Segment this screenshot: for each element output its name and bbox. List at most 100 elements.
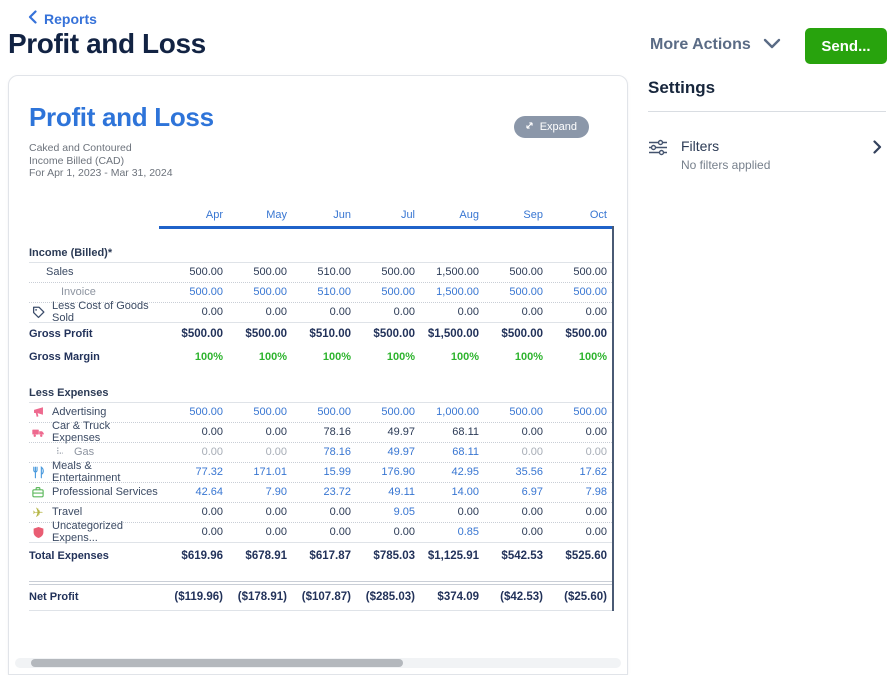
horizontal-scrollbar-track[interactable] <box>15 658 621 668</box>
amount-link[interactable]: 68.11 <box>452 446 479 458</box>
airplane-icon: ✈ <box>32 504 44 520</box>
amount-value: 0.00 <box>329 526 351 538</box>
amount-link[interactable]: 500.00 <box>317 406 351 418</box>
amount-link[interactable]: 176.90 <box>381 466 415 478</box>
amount-value: $374.09 <box>437 591 479 603</box>
report-company: Caked and Contoured <box>29 142 132 154</box>
amount-value: $500.00 <box>565 328 607 340</box>
amount-link[interactable]: 500.00 <box>573 406 607 418</box>
amount-value: $510.00 <box>309 328 351 340</box>
amount-value: 0.00 <box>585 426 607 438</box>
chevron-left-icon <box>28 10 37 27</box>
table-row-advertising: Advertising 500.00 500.00 500.00 500.00 1,000… <box>29 403 614 423</box>
amount-value: ($285.03) <box>365 591 415 603</box>
amount-link[interactable]: 500.00 <box>509 406 543 418</box>
amount-value: 500.00 <box>253 266 287 278</box>
filters-status: No filters applied <box>681 158 771 172</box>
amount-link[interactable]: 42.95 <box>451 466 479 478</box>
amount-link[interactable]: 510.00 <box>317 286 351 298</box>
amount-link[interactable]: 7.90 <box>265 486 287 498</box>
chevron-down-icon <box>763 36 781 54</box>
amount-link[interactable]: 500.00 <box>189 286 223 298</box>
amount-value: 0.00 <box>201 306 223 318</box>
amount-value: $500.00 <box>245 328 287 340</box>
amount-value: 0.00 <box>201 446 223 458</box>
send-button[interactable]: Send... <box>805 28 887 64</box>
amount-link[interactable]: 23.72 <box>323 486 351 498</box>
amount-value: ($25.60) <box>564 591 607 603</box>
amount-value: 0.00 <box>521 506 543 518</box>
amount-value: 100% <box>322 351 351 363</box>
amount-link[interactable]: 500.00 <box>381 286 415 298</box>
amount-value: 100% <box>578 351 607 363</box>
expand-button[interactable]: Expand <box>513 116 589 138</box>
table-row-invoice: Invoice 500.00 500.00 510.00 500.00 1,500.00 5… <box>29 283 614 303</box>
amount-value: ($42.53) <box>500 591 543 603</box>
briefcase-icon <box>31 485 45 499</box>
amount-value: $619.96 <box>181 549 223 562</box>
report-card: Profit and Loss Caked and Contoured Inco… <box>8 75 628 675</box>
row-label: Invoice <box>61 286 96 298</box>
amount-link[interactable]: 49.97 <box>387 446 415 458</box>
more-actions-button[interactable]: More Actions <box>650 36 781 54</box>
amount-link[interactable]: 500.00 <box>509 286 543 298</box>
amount-value: 0.00 <box>329 306 351 318</box>
breadcrumb-reports-link[interactable]: Reports <box>28 10 97 27</box>
amount-link[interactable]: 500.00 <box>381 406 415 418</box>
amount-link[interactable]: 171.01 <box>253 466 287 478</box>
amount-link[interactable]: 500.00 <box>189 406 223 418</box>
report-basis: Income Billed (CAD) <box>29 154 125 167</box>
amount-link[interactable]: 500.00 <box>573 286 607 298</box>
amount-link[interactable]: 15.99 <box>323 466 351 478</box>
amount-value: 0.00 <box>521 446 543 458</box>
amount-value: 0.00 <box>329 506 351 518</box>
table-row-sales: Sales 500.00 500.00 510.00 500.00 1,500.00 500… <box>29 263 614 283</box>
horizontal-scrollbar-thumb[interactable] <box>31 659 403 667</box>
amount-value: 0.00 <box>265 426 287 438</box>
table-row-net-profit: Net Profit ($119.96) ($178.91) ($107.87) ($2… <box>29 585 614 611</box>
column-header-apr: Apr <box>205 208 223 221</box>
amount-link[interactable]: 78.16 <box>323 446 351 458</box>
amount-link[interactable]: 77.32 <box>195 466 223 478</box>
amount-value: $785.03 <box>373 549 415 562</box>
row-label: Car & Truck Expenses <box>52 420 111 444</box>
table-row-less-cost-of-goods-sold: Less Cost of Goods Sold 0.00 0.00 0.00 0.00 0… <box>29 300 614 324</box>
amount-link[interactable]: 42.64 <box>195 486 223 498</box>
amount-link[interactable]: 9.05 <box>393 506 415 518</box>
report-period: For Apr 1, 2023 - Mar 31, 2024 <box>29 167 173 179</box>
table-row-gas: Gas 0.00 0.00 78.16 49.97 68.11 0.00 0.00 <box>29 443 614 463</box>
filters-row[interactable]: Filters No filters applied <box>648 138 886 172</box>
amount-value: 100% <box>194 351 223 363</box>
amount-value: 510.00 <box>317 266 351 278</box>
amount-value: 0.00 <box>521 306 543 318</box>
amount-value: $1,125.91 <box>427 549 479 562</box>
amount-value: 49.97 <box>387 426 415 438</box>
amount-value: 500.00 <box>381 266 415 278</box>
amount-value: 0.00 <box>265 446 287 458</box>
amount-link[interactable]: 1,000.00 <box>436 406 479 418</box>
amount-link[interactable]: 7.98 <box>585 486 607 498</box>
row-label: Gross Profit <box>29 328 93 340</box>
pnl-table: Apr May Jun Jul Aug Sep Oct Income (Billed)* Sa… <box>29 204 614 611</box>
amount-link[interactable]: 500.00 <box>253 406 287 418</box>
amount-link[interactable]: 6.97 <box>521 486 543 498</box>
row-label: Professional Services <box>52 486 158 498</box>
amount-link[interactable]: 14.00 <box>451 486 479 498</box>
amount-link[interactable]: 17.62 <box>579 466 607 478</box>
table-row-less-expenses: Less Expenses <box>29 384 614 403</box>
settings-divider <box>648 111 886 112</box>
table-row-gross-profit: Gross Profit $500.00 $500.00 $510.00 $500.00… <box>29 323 614 346</box>
amount-value: 0.00 <box>393 306 415 318</box>
amount-link[interactable]: 0.85 <box>457 526 479 538</box>
amount-link[interactable]: 1,500.00 <box>436 286 479 298</box>
amount-link[interactable]: 500.00 <box>253 286 287 298</box>
amount-link[interactable]: 49.11 <box>388 486 415 498</box>
amount-link[interactable]: 35.56 <box>515 466 543 478</box>
row-label: Total Expenses <box>29 549 109 562</box>
amount-value: 0.00 <box>393 526 415 538</box>
amount-value: 0.00 <box>521 526 543 538</box>
amount-value: 500.00 <box>573 266 607 278</box>
row-label: Uncategorized Expens... <box>52 520 123 544</box>
net-profit-rule <box>29 580 614 585</box>
page-title: Profit and Loss <box>8 28 206 59</box>
